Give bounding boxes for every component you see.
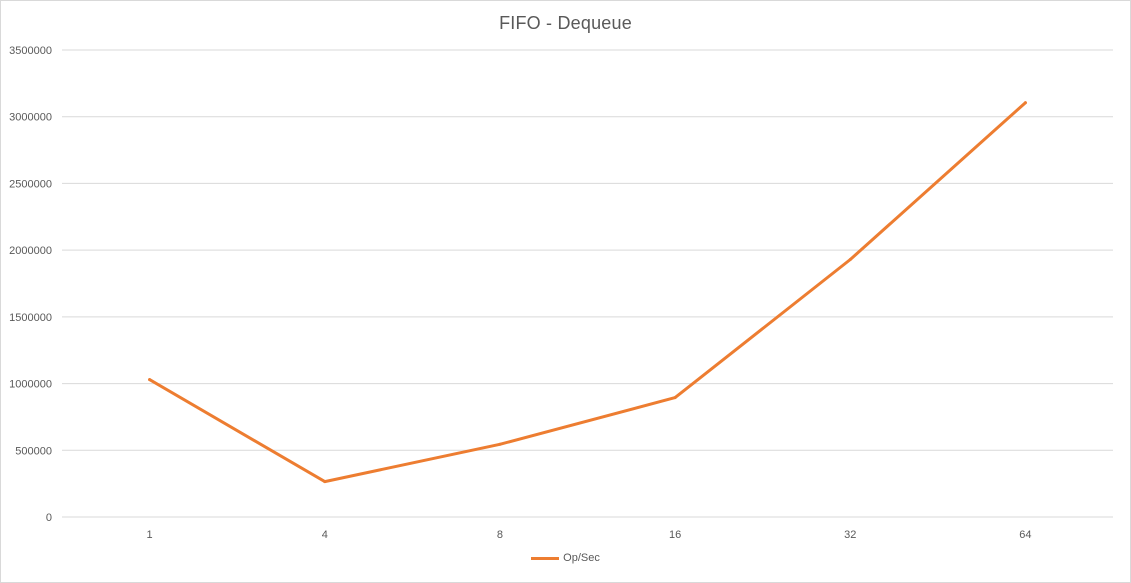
chart-title: FIFO - Dequeue [499,13,632,33]
x-tick-label: 8 [497,529,503,541]
x-tick-label: 16 [669,529,681,541]
y-tick-label: 3000000 [9,112,52,124]
legend-label: Op/Sec [563,552,600,564]
y-tick-label: 2500000 [9,178,52,190]
y-tick-label: 0 [46,512,52,524]
data-point [1023,101,1027,105]
y-tick-label: 500000 [15,445,52,457]
data-point [323,480,327,484]
y-tick-label: 2000000 [9,245,52,257]
data-point [498,442,502,446]
data-point [848,257,852,261]
x-tick-label: 4 [322,529,328,541]
series-line [148,101,1027,484]
chart-legend: Op/Sec [0,552,1131,564]
x-tick-label: 64 [1019,529,1031,541]
legend-swatch [531,556,560,560]
x-tick-label: 1 [147,529,153,541]
y-tick-label: 1000000 [9,379,52,391]
legend-item-series: Op/Sec [531,552,600,564]
x-tick-label: 32 [844,529,856,541]
data-point [673,396,677,400]
y-tick-label: 1500000 [9,312,52,324]
data-point [148,378,152,382]
y-tick-label: 3500000 [9,45,52,57]
